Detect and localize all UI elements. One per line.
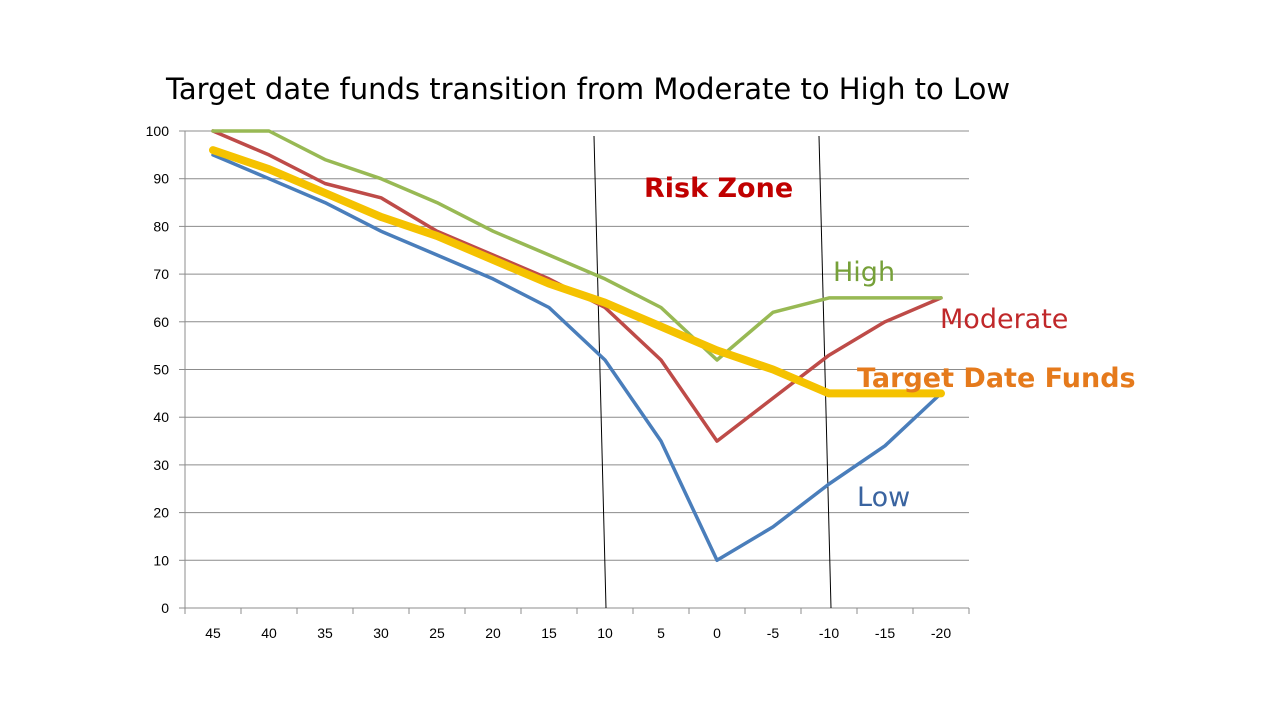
y-tick-label: 70	[153, 266, 169, 282]
annotation-moderate: Moderate	[940, 304, 1068, 335]
x-tick-label: 25	[429, 625, 445, 641]
y-tick-label: 20	[153, 505, 169, 521]
x-tick-label: 35	[317, 625, 333, 641]
x-tick-label: 5	[657, 625, 665, 641]
annotation-low: Low	[857, 482, 910, 513]
y-tick-label: 10	[153, 552, 169, 568]
series-lines	[209, 129, 945, 563]
y-tick-label: 50	[153, 362, 169, 378]
y-tick-label: 60	[153, 314, 169, 330]
x-tick-label: -20	[931, 625, 951, 641]
series-line-target-date-funds	[209, 146, 945, 398]
risk-zone-boundaries	[593, 135, 832, 609]
chart-title: Target date funds transition from Modera…	[166, 72, 1011, 106]
x-tick-label: 20	[485, 625, 501, 641]
axes	[179, 130, 970, 614]
y-tick-label: 40	[153, 409, 169, 425]
x-tick-label: 15	[541, 625, 557, 641]
risk-zone-left-boundary	[593, 135, 607, 609]
risk-zone-right-boundary	[818, 135, 832, 609]
gridlines	[185, 130, 969, 561]
annotation-target-date-funds: Target Date Funds	[857, 363, 1136, 394]
x-tick-label: -5	[767, 625, 780, 641]
x-tick-label: 30	[373, 625, 389, 641]
series-line-high	[211, 129, 943, 362]
x-tick-label: -15	[875, 625, 895, 641]
x-tick-label: -10	[819, 625, 839, 641]
y-tick-label: 80	[153, 218, 169, 234]
y-tick-label: 30	[153, 457, 169, 473]
y-tick-label: 100	[146, 123, 170, 139]
series-annotations: Risk Zone High Moderate Target Date Funds Lo…	[644, 173, 1136, 513]
y-tick-label: 0	[161, 600, 169, 616]
x-tick-label: 10	[597, 625, 613, 641]
annotation-high: High	[833, 257, 895, 288]
x-tick-label: 40	[261, 625, 277, 641]
y-tick-label: 90	[153, 171, 169, 187]
x-tick-label: 45	[205, 625, 221, 641]
annotation-risk-zone: Risk Zone	[644, 173, 793, 204]
x-tick-label: 0	[713, 625, 721, 641]
series-line-low	[211, 153, 943, 563]
